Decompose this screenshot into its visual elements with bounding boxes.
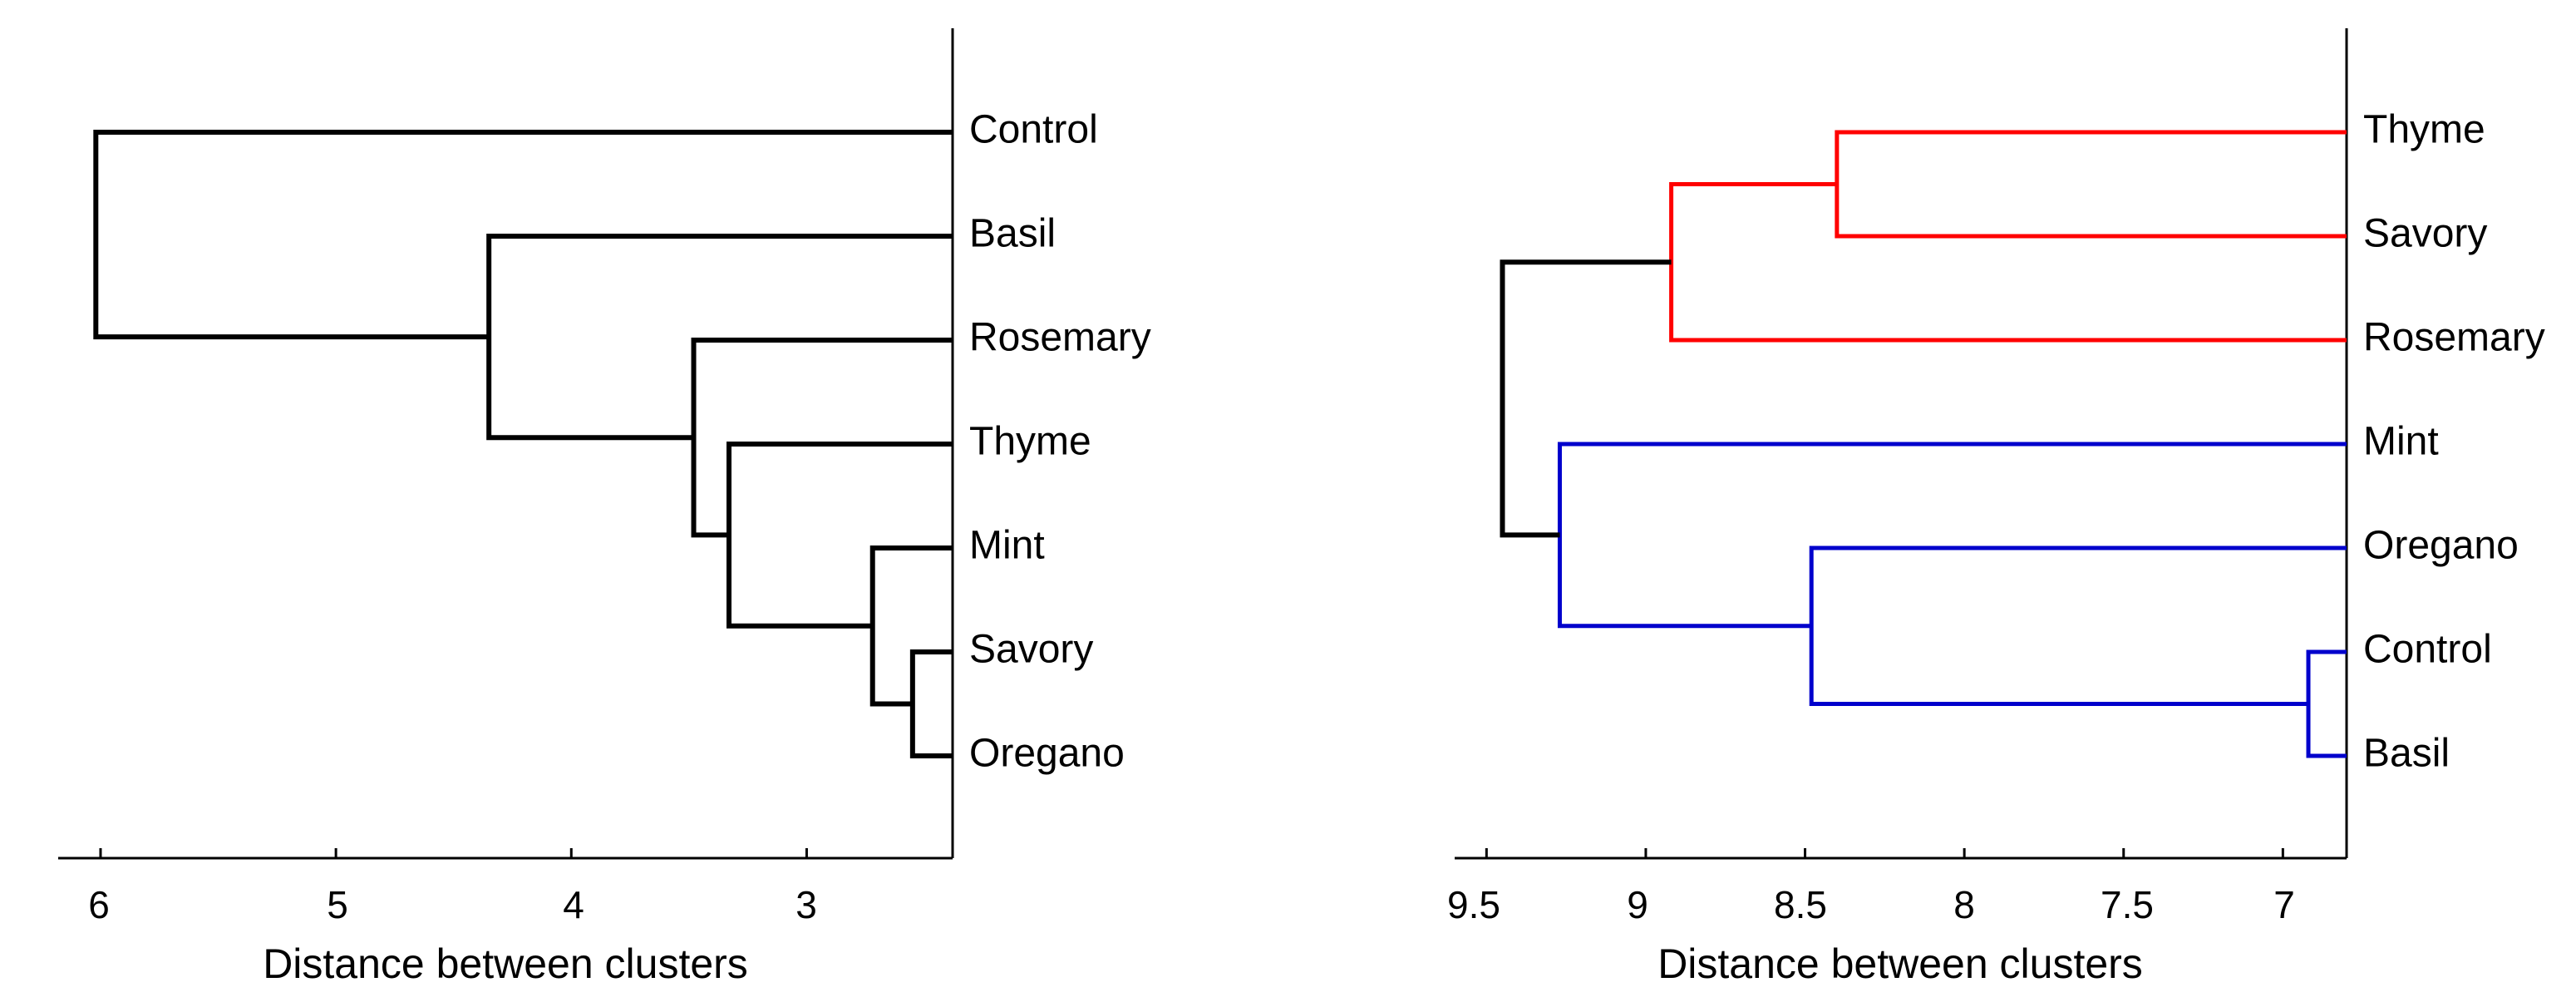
dendrogram-link <box>2306 649 2347 758</box>
leaf-label: Thyme <box>969 420 1091 464</box>
left-x-tick-labels: 6 5 4 3 <box>88 883 817 926</box>
left-x-axis-title: Distance between clusters <box>263 940 748 987</box>
right-x-tick-labels: 9.5 9 8.5 8 7.5 7 <box>1447 883 2295 926</box>
x-tick-label: 7.5 <box>2101 883 2154 926</box>
x-tick-label: 8 <box>1953 883 1975 926</box>
leaf-label: Mint <box>969 524 1045 568</box>
dendrogram-right-panel: Thyme Savory Rosemary Mint Oregano Contr… <box>1447 28 2545 987</box>
leaf-label: Rosemary <box>2363 316 2545 360</box>
x-tick-label: 9.5 <box>1447 883 1500 926</box>
dendrogram-link <box>486 234 953 441</box>
leaf-label: Control <box>969 108 1098 152</box>
x-tick-label: 5 <box>327 883 348 926</box>
leaf-label: Savory <box>969 628 1093 672</box>
dendrogram-link <box>691 338 953 538</box>
dendrogram-link <box>1835 130 2347 239</box>
x-tick-label: 6 <box>88 883 110 926</box>
leaf-label: Mint <box>2363 420 2439 464</box>
leaf-label: Rosemary <box>969 316 1151 360</box>
x-tick-label: 3 <box>795 883 817 926</box>
x-tick-label: 4 <box>563 883 584 926</box>
leaf-label: Basil <box>2363 732 2450 776</box>
leaf-label: Control <box>2363 628 2492 672</box>
right-x-ticks <box>1485 848 2284 858</box>
x-tick-label: 8.5 <box>1774 883 1827 926</box>
leaf-label: Thyme <box>2363 108 2485 152</box>
dendrogram-link <box>1557 442 2347 629</box>
x-tick-label: 9 <box>1627 883 1648 926</box>
dendrogram-link <box>869 545 953 707</box>
left-links <box>93 130 953 758</box>
right-x-axis-title: Distance between clusters <box>1657 940 2143 987</box>
dendrogram-link <box>727 442 953 629</box>
dendrogram-link <box>1669 182 2347 343</box>
x-tick-label: 7 <box>2273 883 2295 926</box>
dendrogram-link <box>1809 545 2347 706</box>
right-leaf-labels: Thyme Savory Rosemary Mint Oregano Contr… <box>2363 108 2545 776</box>
leaf-label: Savory <box>2363 212 2487 256</box>
leaf-label: Oregano <box>2363 524 2519 568</box>
left-x-ticks <box>99 848 808 858</box>
left-leaf-labels: Control Basil Rosemary Thyme Mint Savory… <box>969 108 1151 776</box>
leaf-label: Oregano <box>969 732 1125 776</box>
right-links <box>1500 130 2347 758</box>
dendrogram-link <box>1500 259 1672 538</box>
leaf-label: Basil <box>969 212 1056 256</box>
dendrogram-link <box>93 130 953 340</box>
dendrogram-link <box>909 649 953 758</box>
dendrogram-left-panel: Control Basil Rosemary Thyme Mint Savory… <box>58 28 1151 987</box>
